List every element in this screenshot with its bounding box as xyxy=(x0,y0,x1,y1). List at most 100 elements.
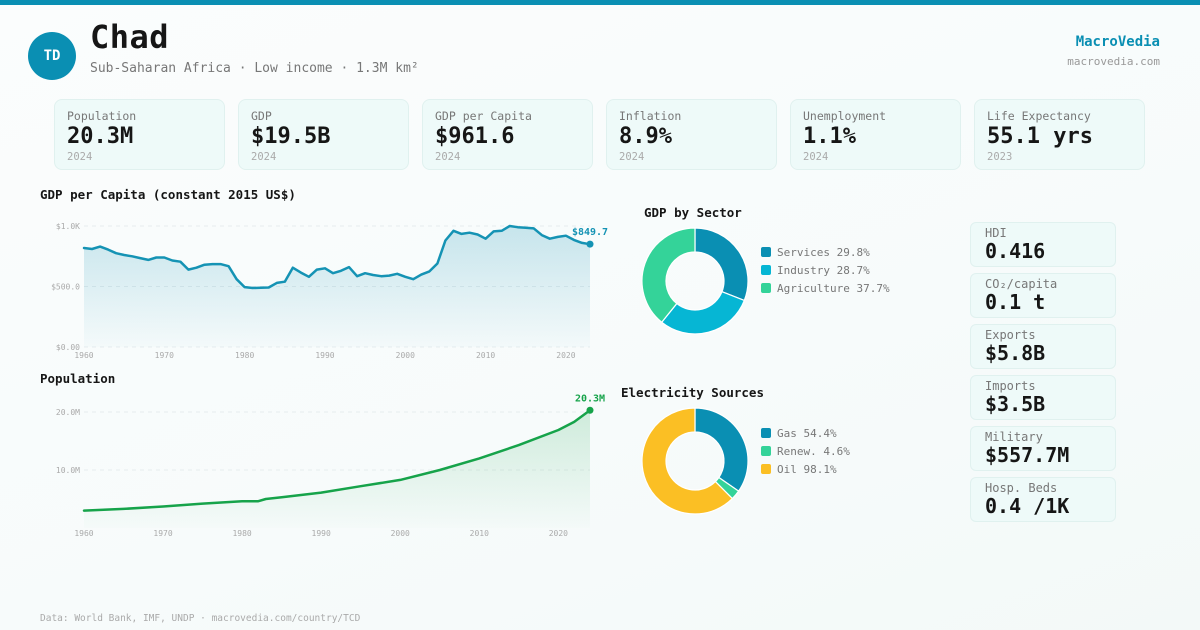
stat-label: GDP xyxy=(251,109,272,123)
side-stat-label: HDI xyxy=(985,226,1007,240)
gdp-end-label: $849.7 xyxy=(572,227,608,238)
stat-label: Inflation xyxy=(619,109,682,123)
x-tick-label: 1990 xyxy=(315,351,334,360)
stat-year: 2024 xyxy=(619,151,645,163)
legend-swatch-agriculture xyxy=(761,283,771,293)
legend-label: Services 29.8% xyxy=(777,245,870,259)
legend-item-agriculture: Agriculture 37.7% xyxy=(761,279,890,297)
population-area-fill xyxy=(84,410,590,528)
stat-year: 2024 xyxy=(67,151,93,163)
side-stat-value: $5.8B xyxy=(985,341,1046,365)
stat-label: Life Expectancy xyxy=(987,109,1091,123)
stat-card-life-expectancy: Life Expectancy 55.1 yrs 2023 xyxy=(974,99,1145,170)
legend-item-industry: Industry 28.7% xyxy=(761,261,890,279)
legend-item-services: Services 29.8% xyxy=(761,243,890,261)
stat-card-population: Population 20.3M 2024 xyxy=(54,99,225,170)
donut-slice-oil[interactable] xyxy=(641,407,734,515)
sector-chart-title: GDP by Sector xyxy=(644,205,742,220)
gdp-series-line xyxy=(82,224,592,290)
gdp-by-sector-donut xyxy=(641,227,749,335)
side-stat-label: Military xyxy=(985,430,1043,444)
donut-slice-industry[interactable] xyxy=(660,290,746,335)
x-tick-label: 1960 xyxy=(74,529,93,538)
y-tick-label: 20.0M xyxy=(56,408,80,417)
side-card-hdi: HDI 0.416 xyxy=(970,222,1116,267)
legend-item-oil: Oil 98.1% xyxy=(761,460,850,478)
y-tick-label: $1.0K xyxy=(56,222,80,231)
stat-value: 20.3M xyxy=(67,124,134,149)
side-stat-value: 0.4 /1K xyxy=(985,494,1070,518)
gdp-area-fill xyxy=(84,226,590,347)
x-tick-label: 2000 xyxy=(396,351,415,360)
stat-label: Unemployment xyxy=(803,109,887,123)
stat-value: 8.9% xyxy=(619,124,672,149)
brand-url[interactable]: macrovedia.com xyxy=(1067,55,1160,68)
gdp-per-capita-chart: $849.7 $0.00 $500.0 $1.0K 1960 1970 1980 1990… xyxy=(51,222,608,360)
y-tick-label: $500.0 xyxy=(51,283,80,292)
stat-card-inflation: Inflation 8.9% 2024 xyxy=(606,99,777,170)
avatar-initials: TD xyxy=(43,48,61,64)
brand-logo[interactable]: MacroVedia xyxy=(1075,34,1160,50)
population-end-point[interactable] xyxy=(586,406,594,414)
stat-value: $961.6 xyxy=(435,124,515,149)
side-stat-value: $557.7M xyxy=(985,443,1070,467)
legend-swatch-renewables xyxy=(761,446,771,456)
legend-label: Oil 98.1% xyxy=(777,462,837,476)
legend-label: Gas 54.4% xyxy=(777,426,837,440)
legend-swatch-industry xyxy=(761,265,771,275)
legend-label: Renew. 4.6% xyxy=(777,444,850,458)
x-tick-label: 1980 xyxy=(232,529,251,538)
donut-slice-agriculture[interactable] xyxy=(641,227,696,324)
stat-value: $19.5B xyxy=(251,124,331,149)
sector-legend: Services 29.8% Industry 28.7% Agricultur… xyxy=(761,243,890,297)
footer-source: Data: World Bank, IMF, UNDP · macrovedia… xyxy=(40,613,361,624)
country-subtitle: Sub-Saharan Africa · Low income · 1.3M k… xyxy=(90,61,419,76)
legend-label: Agriculture 37.7% xyxy=(777,281,890,295)
stat-value: 1.1% xyxy=(803,124,856,149)
donut-slice-services[interactable] xyxy=(694,227,749,302)
side-card-exports: Exports $5.8B xyxy=(970,324,1116,369)
y-tick-label: $0.00 xyxy=(56,343,80,352)
side-stat-value: 0.1 t xyxy=(985,290,1046,314)
side-stat-label: CO₂/capita xyxy=(985,277,1058,291)
y-tick-label: 10.0M xyxy=(56,466,80,475)
legend-label: Industry 28.7% xyxy=(777,263,870,277)
legend-swatch-gas xyxy=(761,428,771,438)
gdp-end-point[interactable] xyxy=(586,240,594,248)
stat-year: 2024 xyxy=(435,151,461,163)
x-tick-label: 1970 xyxy=(153,529,172,538)
x-tick-label: 2020 xyxy=(556,351,575,360)
side-stat-value: 0.416 xyxy=(985,239,1046,263)
stat-card-unemployment: Unemployment 1.1% 2024 xyxy=(790,99,961,170)
top-accent-bar xyxy=(0,0,1200,5)
stat-label: GDP per Capita xyxy=(435,109,532,123)
gdp-chart-title: GDP per Capita (constant 2015 US$) xyxy=(40,187,296,202)
stat-card-gdp-per-capita: GDP per Capita $961.6 2024 xyxy=(422,99,593,170)
electricity-sources-donut xyxy=(641,407,749,515)
stat-year: 2024 xyxy=(803,151,829,163)
x-tick-label: 1970 xyxy=(155,351,174,360)
side-card-imports: Imports $3.5B xyxy=(970,375,1116,420)
side-card-co2: CO₂/capita 0.1 t xyxy=(970,273,1116,318)
legend-swatch-oil xyxy=(761,464,771,474)
x-tick-label: 1980 xyxy=(235,351,254,360)
population-chart-title: Population xyxy=(40,371,116,386)
side-stat-label: Exports xyxy=(985,328,1036,342)
legend-swatch-services xyxy=(761,247,771,257)
electricity-chart-title: Electricity Sources xyxy=(621,385,764,400)
legend-item-gas: Gas 54.4% xyxy=(761,424,850,442)
page-title: Chad xyxy=(90,18,170,56)
stat-value: 55.1 yrs xyxy=(987,124,1093,149)
stat-card-gdp: GDP $19.5B 2024 xyxy=(238,99,409,170)
stat-label: Population xyxy=(67,109,137,123)
stat-cards: Population 20.3M 2024 GDP $19.5B 2024 GD… xyxy=(54,99,1145,170)
side-stat-value: $3.5B xyxy=(985,392,1046,416)
population-end-label: 20.3M xyxy=(575,393,605,404)
x-tick-label: 2010 xyxy=(470,529,489,538)
side-stat-cards: HDI 0.416 CO₂/capita 0.1 t Exports $5.8B… xyxy=(970,222,1116,522)
side-stat-label: Imports xyxy=(985,379,1036,393)
side-card-military: Military $557.7M xyxy=(970,426,1116,471)
country-avatar: TD xyxy=(28,32,76,80)
electricity-legend: Gas 54.4% Renew. 4.6% Oil 98.1% xyxy=(761,424,850,478)
donut-slice-gas[interactable] xyxy=(694,407,749,492)
